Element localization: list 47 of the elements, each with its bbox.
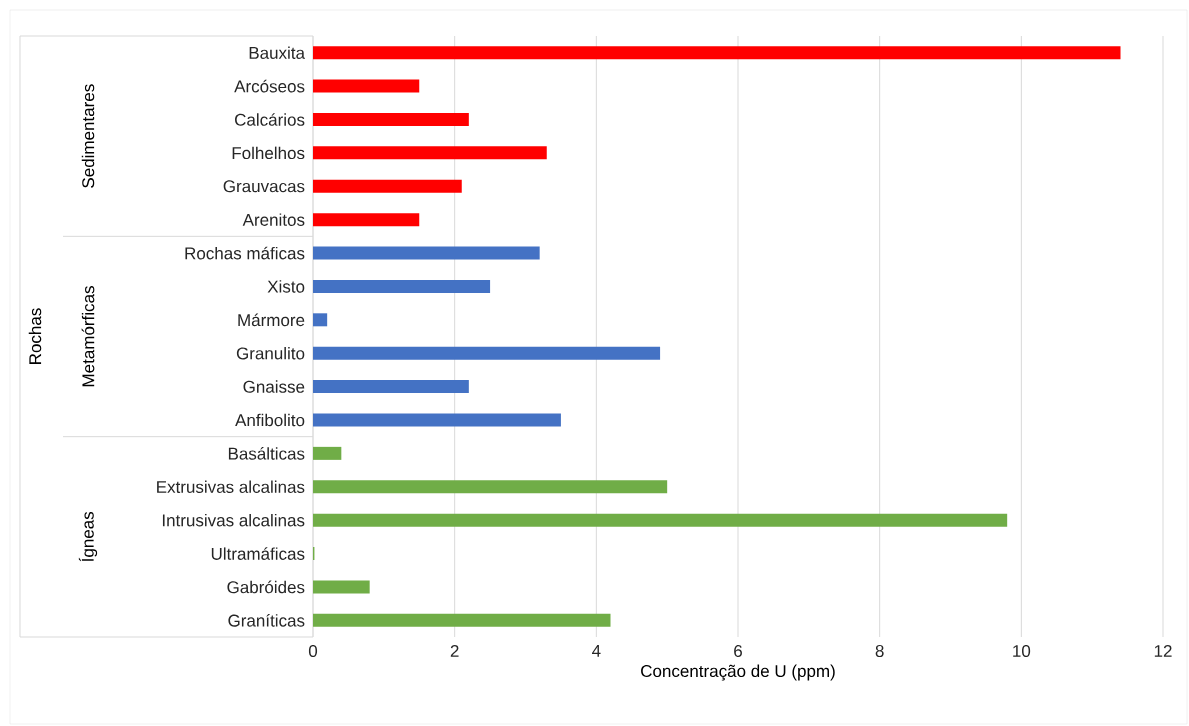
y-tick-label: Anfibolito — [235, 413, 305, 427]
y-tick-label: Gnaisse — [243, 380, 305, 393]
x-axis-title: Concentração de U (ppm) — [641, 664, 835, 681]
bar — [313, 346, 661, 360]
bar — [313, 146, 547, 160]
x-tick-label: 6 — [734, 644, 742, 658]
y-tick-label: Calcários — [235, 113, 305, 126]
y-tick-label: Grauvacas — [223, 180, 305, 193]
bar — [313, 580, 370, 594]
y-tick-label: Intrusivas alcalinas — [162, 513, 305, 527]
bar — [313, 46, 1121, 60]
x-tick-label: 10 — [1013, 644, 1031, 658]
bar — [313, 179, 462, 193]
text: Sedimentares — [81, 84, 95, 188]
bar — [313, 513, 1008, 527]
text: Rochas — [28, 308, 42, 364]
y-tick-label: Rochas máficas — [185, 246, 305, 260]
x-tick-label: 12 — [1154, 644, 1172, 657]
bar — [313, 480, 668, 494]
bar — [313, 613, 611, 627]
text: Ígneas — [78, 511, 98, 562]
x-tick-label: 2 — [450, 644, 459, 657]
bar — [313, 313, 328, 327]
y-tick-label: Mármore — [238, 313, 305, 327]
y-tick-label: Granulito — [236, 346, 305, 360]
y-tick-label: Basálticas — [228, 447, 305, 460]
y-tick-label: Arenitos — [242, 213, 305, 226]
y-tick-label: Ultramáficas — [211, 547, 305, 560]
y-tick-label: Extrusivas alcalinas — [157, 480, 305, 493]
bar — [313, 79, 420, 93]
x-tick-label: 8 — [875, 644, 884, 658]
y-tick-label: Graníticas — [228, 613, 305, 627]
y-tick-label: Arcóseos — [234, 79, 305, 93]
y-tick-label: Bauxita — [249, 46, 305, 59]
bar — [313, 246, 540, 260]
bar — [313, 112, 469, 126]
y-tick-label: Gabróides — [227, 580, 305, 594]
bar — [313, 279, 491, 293]
bar — [313, 413, 561, 427]
y-tick-label: Xisto — [267, 280, 305, 293]
bar — [313, 213, 420, 227]
x-tick-label: 4 — [592, 644, 601, 657]
bar — [313, 380, 469, 394]
bar — [313, 446, 342, 460]
y-tick-label: Folhelhos — [232, 146, 305, 160]
text: Metamórficas — [81, 286, 95, 387]
x-tick-label: 0 — [308, 644, 318, 658]
